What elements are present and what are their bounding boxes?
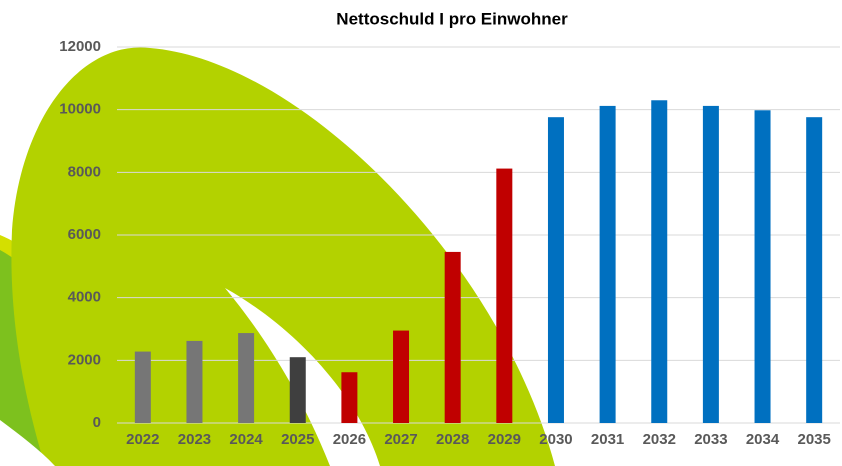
y-tick-label: 0 xyxy=(93,414,101,431)
bar xyxy=(445,252,461,423)
bar xyxy=(600,106,616,423)
y-tick-label: 6000 xyxy=(68,226,101,243)
y-tick-label: 4000 xyxy=(68,289,101,306)
bar xyxy=(186,341,202,423)
x-tick-label: 2024 xyxy=(229,431,263,448)
x-tick-label: 2025 xyxy=(281,431,314,448)
x-tick-label: 2034 xyxy=(746,431,780,448)
bar xyxy=(755,110,771,423)
x-tick-label: 2032 xyxy=(643,431,676,448)
chart: Nettoschuld I pro Einwohner 0 2000 4000 600… xyxy=(0,0,842,466)
bar xyxy=(341,372,357,423)
y-tick-label: 12000 xyxy=(59,38,101,55)
x-tick-label: 2033 xyxy=(694,431,727,448)
x-tick-label: 2022 xyxy=(126,431,159,448)
bar xyxy=(496,169,512,423)
x-tick-label: 2023 xyxy=(178,431,211,448)
bar xyxy=(548,117,564,423)
bar xyxy=(290,357,306,423)
y-tick-label: 8000 xyxy=(68,163,101,180)
bar xyxy=(393,331,409,423)
bar xyxy=(806,117,822,423)
bar xyxy=(703,106,719,423)
chart-title: Nettoschuld I pro Einwohner xyxy=(336,9,568,28)
x-tick-label: 2031 xyxy=(591,431,624,448)
bar xyxy=(651,100,667,423)
x-tick-label: 2026 xyxy=(333,431,366,448)
bar xyxy=(238,333,254,423)
x-tick-label: 2028 xyxy=(436,431,469,448)
y-tick-label: 10000 xyxy=(59,101,101,118)
bar xyxy=(135,352,151,423)
x-tick-label: 2030 xyxy=(539,431,572,448)
x-tick-label: 2029 xyxy=(488,431,521,448)
x-tick-label: 2035 xyxy=(797,431,830,448)
x-tick-label: 2027 xyxy=(384,431,417,448)
y-tick-label: 2000 xyxy=(68,351,101,368)
